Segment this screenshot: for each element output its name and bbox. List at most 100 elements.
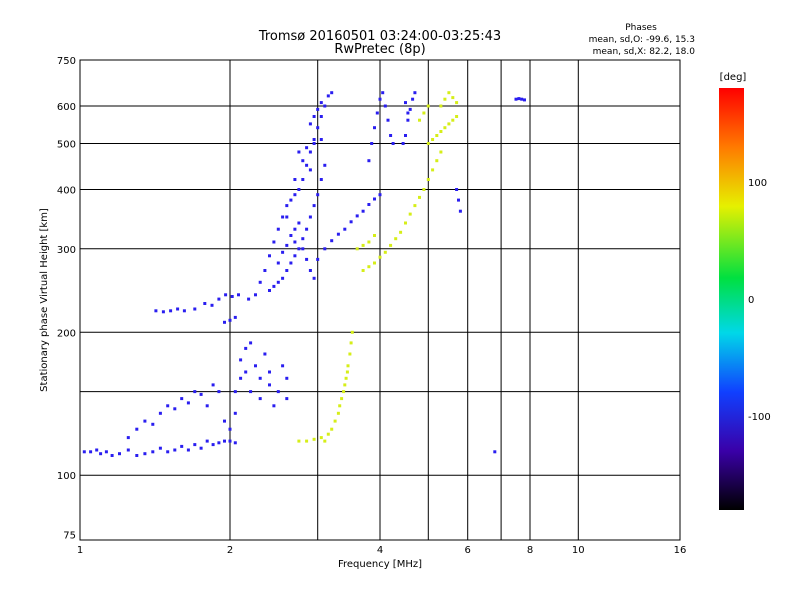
o-mode-point (514, 97, 518, 101)
o-mode-point (268, 254, 271, 258)
x-mode-point (344, 376, 348, 380)
o-mode-point (319, 178, 323, 181)
colorbar-tick-label: 100 (748, 178, 767, 189)
o-mode-point (276, 227, 280, 231)
o-mode-point (281, 215, 285, 219)
x-mode-point (383, 250, 387, 254)
o-mode-point (523, 98, 526, 102)
o-mode-point (182, 309, 186, 313)
o-mode-point (224, 293, 228, 297)
o-mode-point (323, 247, 327, 251)
o-mode-point (301, 247, 305, 251)
o-mode-point (244, 370, 248, 374)
o-mode-point (173, 407, 177, 411)
o-mode-point (458, 209, 462, 213)
o-mode-point (210, 303, 214, 307)
o-mode-point (312, 138, 316, 141)
o-mode-point (205, 404, 209, 408)
o-mode-point (151, 450, 155, 454)
o-mode-point (493, 450, 497, 454)
o-mode-point (301, 237, 305, 241)
x-mode-point (435, 134, 439, 137)
o-mode-point (233, 315, 237, 319)
plot-area (79, 59, 681, 541)
o-mode-point (135, 427, 139, 431)
x-mode-point (455, 115, 459, 118)
o-mode-point (272, 284, 276, 288)
x-mode-point (422, 111, 426, 115)
o-mode-point (110, 454, 114, 457)
x-tick-label: 8 (527, 545, 533, 556)
o-mode-point (312, 142, 316, 145)
o-mode-point (276, 390, 280, 394)
o-mode-point (217, 297, 221, 301)
x-mode-point (451, 118, 455, 122)
y-tick-label: 750 (57, 56, 76, 67)
y-tick-label: 200 (57, 328, 76, 339)
o-mode-point (406, 118, 410, 122)
gridlines (80, 60, 680, 540)
o-mode-point (316, 126, 320, 130)
o-mode-point (326, 94, 330, 98)
x-tick-label: 2 (227, 545, 233, 556)
o-mode-point (375, 111, 379, 115)
x-mode-point (346, 364, 350, 368)
y-tick-label: 300 (57, 245, 76, 256)
o-mode-point (276, 261, 280, 265)
chart-subtitle: RwPretec (8p) (334, 42, 425, 57)
x-mode-point (431, 168, 435, 172)
o-mode-point (166, 450, 170, 454)
o-mode-point (285, 376, 289, 380)
o-mode-point (305, 257, 309, 261)
o-mode-point (383, 104, 387, 108)
x-mode-point (389, 243, 393, 247)
o-mode-point (285, 215, 289, 219)
o-mode-point (239, 376, 243, 380)
o-mode-point (370, 142, 374, 145)
x-mode-point (326, 432, 330, 436)
o-mode-point (223, 439, 226, 443)
o-mode-point (176, 307, 180, 311)
o-mode-point (457, 198, 460, 202)
x-mode-point (443, 126, 447, 130)
x-mode-point (343, 383, 347, 387)
y-tick-label: 600 (57, 102, 76, 113)
o-mode-point (268, 383, 271, 387)
o-mode-point (285, 269, 289, 272)
o-mode-point (355, 214, 359, 218)
o-mode-point (258, 376, 262, 380)
o-mode-point (89, 450, 93, 454)
o-mode-point (281, 276, 285, 280)
o-mode-point (378, 193, 382, 197)
o-mode-point (316, 193, 320, 197)
x-tick-label: 1 (77, 545, 83, 556)
x-mode-point (439, 150, 443, 154)
o-mode-point (404, 101, 407, 105)
x-mode-point (378, 255, 382, 259)
x-mode-point (336, 411, 340, 415)
o-mode-point (186, 448, 190, 452)
o-mode-point (408, 107, 412, 111)
o-mode-point (336, 232, 340, 236)
x-mode-point (338, 404, 342, 408)
o-mode-point (118, 452, 121, 456)
o-mode-point (297, 247, 301, 251)
o-mode-point (166, 404, 170, 408)
x-mode-point (426, 104, 430, 108)
o-mode-point (316, 257, 320, 261)
o-mode-point (308, 150, 312, 154)
x-mode-point (349, 341, 353, 345)
o-mode-point (391, 142, 395, 145)
o-mode-point (233, 441, 237, 445)
x-mode-point (426, 178, 430, 181)
x-mode-point (426, 142, 430, 145)
o-mode-point (161, 310, 165, 314)
o-mode-point (263, 352, 267, 356)
o-mode-point (305, 146, 309, 150)
o-mode-point (203, 302, 207, 305)
o-mode-point (305, 163, 309, 167)
o-mode-point (193, 307, 197, 311)
x-mode-point (399, 230, 403, 234)
o-mode-point (308, 215, 312, 219)
o-mode-point (289, 261, 293, 265)
